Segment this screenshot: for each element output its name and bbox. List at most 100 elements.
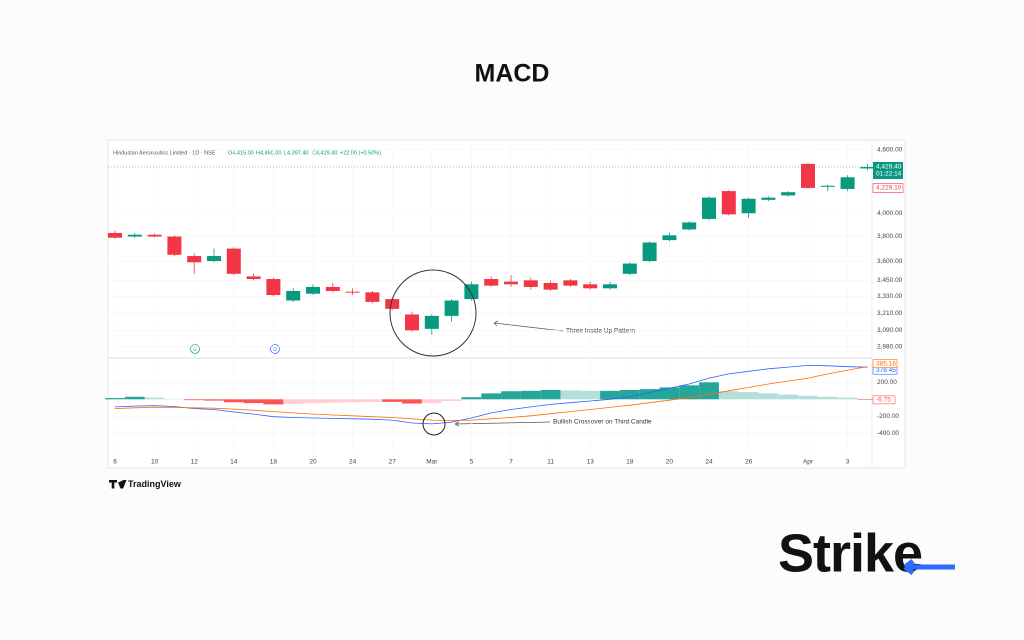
countdown-label: 01:22:14	[876, 171, 902, 178]
x-tick-label: 24	[349, 459, 357, 466]
x-tick-label: Apr	[803, 459, 814, 466]
histogram-bar	[580, 390, 601, 400]
candle-body	[207, 256, 221, 262]
last-price-tag	[873, 161, 903, 179]
histogram-bar	[223, 399, 244, 403]
dividend-marker-label: D	[273, 347, 277, 353]
histogram-bar	[778, 394, 799, 400]
pattern-arrowhead	[493, 320, 499, 327]
macd-tick-label: -200.00	[877, 413, 899, 420]
ohlc-header: O4,415.00 H4,460.00 L4,397.40 C4,429.40 …	[228, 150, 381, 156]
histogram-bar	[243, 399, 264, 404]
last-price-label: 4,429.40	[876, 164, 902, 171]
macd-tick-label: 200.00	[877, 379, 897, 386]
histogram-bar	[421, 399, 442, 404]
x-tick-label: 14	[230, 459, 238, 466]
histogram-bar	[402, 399, 422, 404]
tradingview-logo	[109, 480, 127, 489]
symbol-header: Hindustan Aeronautics Limited · 1D · NSE	[113, 150, 216, 156]
x-tick-label: 13	[587, 459, 595, 466]
candle-body	[563, 280, 578, 286]
x-tick-label: 18	[626, 459, 634, 466]
ohlc-open: O4,415.00	[228, 150, 254, 156]
histogram-bar	[758, 393, 779, 400]
page-title: MACD	[475, 60, 550, 88]
candle-body	[424, 315, 439, 329]
x-tick-label: 20	[666, 459, 674, 466]
histogram-bar	[798, 395, 818, 400]
histogram-bar	[322, 399, 343, 403]
histogram-bar	[619, 389, 640, 400]
x-tick-label: Mar	[426, 459, 438, 466]
histogram-bar	[184, 399, 205, 401]
candle-body	[523, 280, 538, 287]
candle-body	[266, 279, 281, 296]
crossover-annotation: Bullish Crossover on Third Candle	[553, 419, 652, 426]
candle-body	[286, 290, 301, 301]
histogram-bar	[441, 399, 462, 401]
histogram-bar	[837, 397, 858, 400]
candle-body	[781, 192, 796, 196]
x-tick-label: 7	[509, 459, 513, 466]
histogram-bar	[857, 399, 878, 400]
candle-body	[187, 256, 202, 263]
histogram-bar	[600, 390, 620, 400]
x-tick-label: 27	[389, 459, 397, 466]
candle-body	[702, 197, 716, 219]
histogram-bar	[362, 399, 383, 402]
price-tick-label: 3,600.00	[877, 258, 903, 265]
macd-line	[114, 366, 868, 421]
histogram-bar	[461, 397, 482, 400]
candle-body	[622, 263, 637, 274]
candle-body	[801, 163, 815, 188]
series-last-label: 378.45	[876, 367, 896, 374]
candle-body	[385, 299, 400, 309]
x-tick-label: 10	[151, 459, 159, 466]
candle-body	[306, 286, 320, 294]
candle-body	[325, 286, 340, 291]
x-tick-label: 20	[309, 459, 317, 466]
histogram-bar	[382, 399, 403, 402]
histogram-bar	[520, 390, 541, 400]
price-tick-label: 4,000.00	[877, 210, 903, 217]
candle-body	[147, 234, 162, 237]
candle-body	[741, 198, 756, 214]
price-tick-label: 2,980.00	[877, 343, 903, 350]
pattern-arrow	[493, 322, 564, 332]
series-last-label: 385.16	[876, 360, 896, 367]
pattern-annotation: Three Inside Up Pattern	[566, 328, 635, 335]
x-tick-label: 18	[270, 459, 278, 466]
ohlc-high: H4,460.00	[256, 150, 281, 156]
x-tick-label: 3	[846, 459, 850, 466]
histogram-bar	[263, 399, 284, 405]
histogram-bar	[342, 399, 363, 403]
macd-tick-label: -400.00	[877, 430, 899, 437]
histogram-last-tag	[872, 395, 896, 405]
histogram-bar	[817, 396, 838, 400]
candle-body	[226, 248, 241, 274]
candle-body	[603, 284, 617, 289]
price-tick-label: 3,210.00	[877, 310, 903, 317]
ohlc-change: +22.00 (+0.50%)	[340, 150, 381, 156]
histogram-bar	[639, 389, 660, 400]
brand-arrow	[903, 559, 955, 575]
histogram-bar	[738, 392, 759, 400]
macd-line	[114, 364, 868, 425]
brand-logo: Strike	[778, 523, 922, 583]
histogram-bar	[204, 399, 224, 401]
candle-body	[682, 222, 697, 230]
crossover-arrowhead	[454, 421, 460, 427]
x-tick-label: 11	[547, 459, 554, 466]
price-tick-label: 3,090.00	[877, 327, 903, 334]
candle-body	[108, 232, 122, 238]
histogram-bar	[481, 393, 502, 400]
candle-body	[642, 242, 657, 262]
candle-body	[840, 177, 855, 189]
x-tick-label: 12	[191, 459, 199, 466]
x-tick-label: 6	[113, 459, 117, 466]
histogram-bar	[659, 387, 680, 400]
crossover-arrow	[454, 421, 551, 425]
price-tick-label: 3,450.00	[877, 277, 903, 284]
chart-frame	[107, 139, 906, 469]
histogram-bar	[699, 382, 719, 400]
